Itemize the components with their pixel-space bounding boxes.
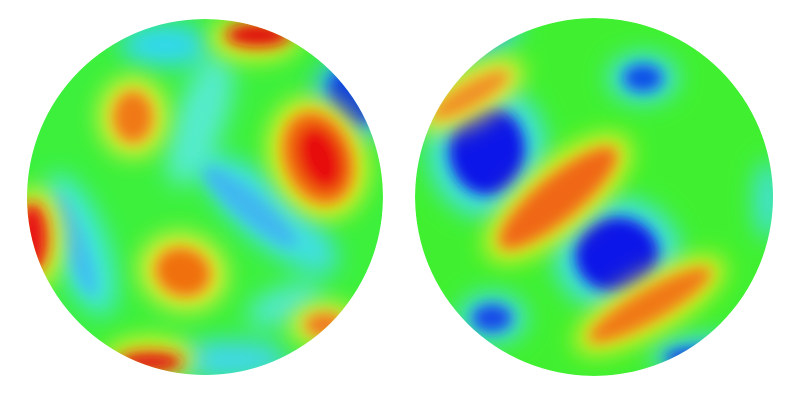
left-sphere xyxy=(27,19,383,375)
warm-cores xyxy=(430,70,712,343)
right-sphere xyxy=(415,18,773,376)
